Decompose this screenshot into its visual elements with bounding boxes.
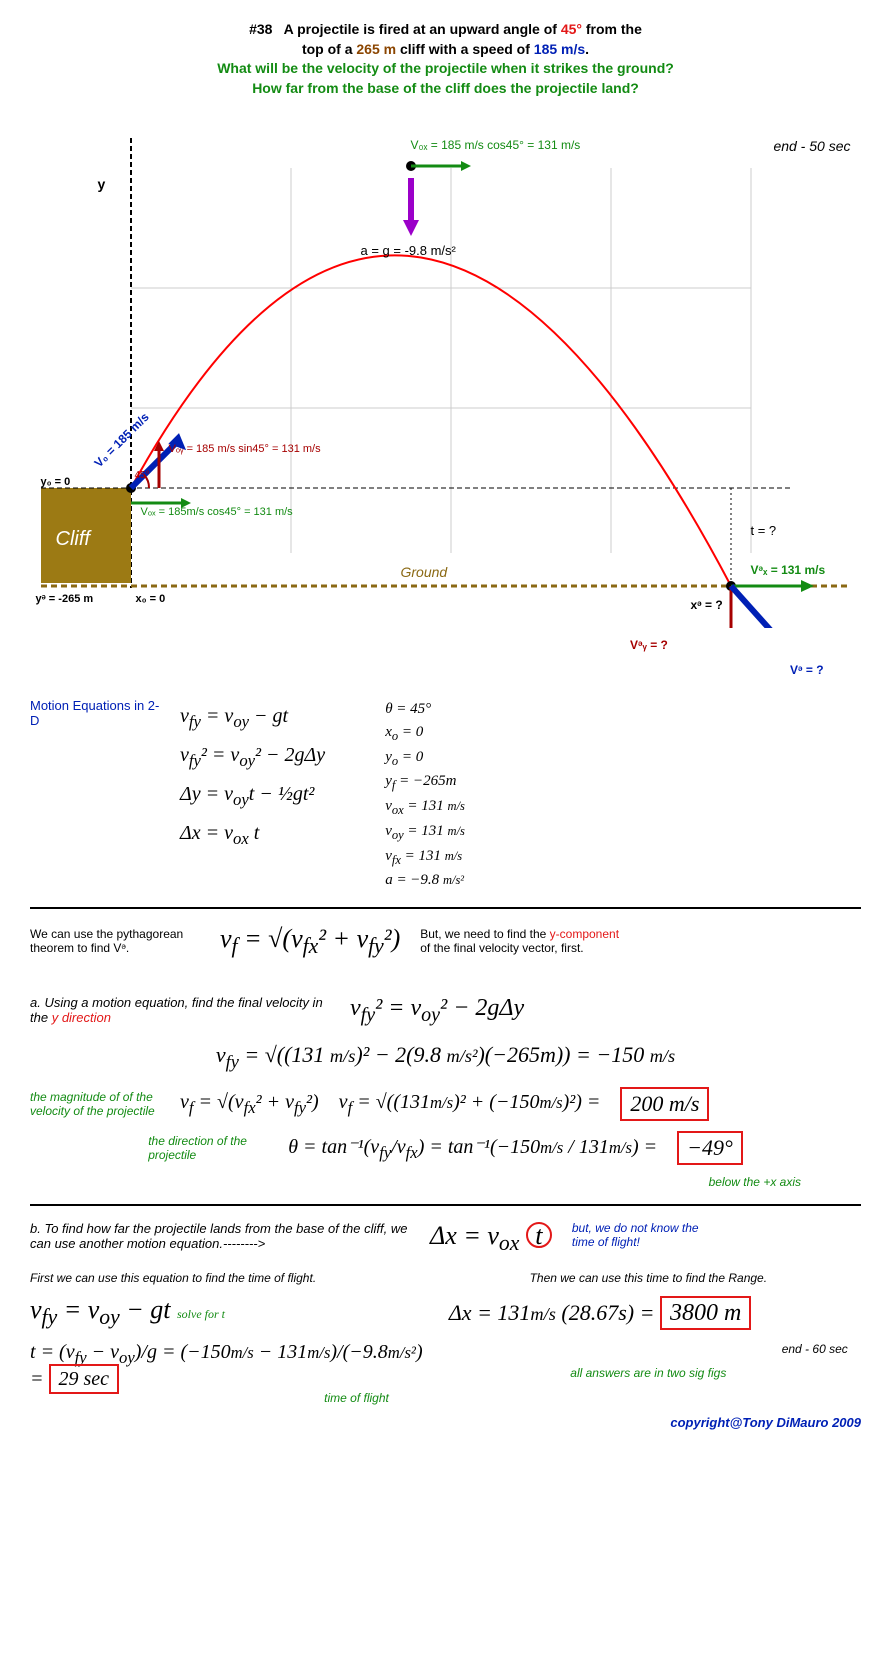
t-calc: t = (vfy − voy)/g = (−150m/s − 131m/s)/(… <box>30 1341 429 1391</box>
g8: a = −9.8 m/s² <box>385 869 465 892</box>
dir-label: the direction of the projectile <box>148 1134 268 1162</box>
t2b: cliff with a speed of <box>400 41 530 57</box>
pyth-right: But, we need to find the y-component of … <box>420 927 620 955</box>
givens: θ = 45° xo = 0 yo = 0 yf = −265m vox = 1… <box>385 698 465 892</box>
cliff-h: 265 m <box>356 41 396 57</box>
g5: vox = 131 m/s <box>385 795 465 820</box>
speed: 185 m/s <box>534 41 585 57</box>
t2a: top of a <box>302 41 353 57</box>
first-note: First we can use this equation to find t… <box>30 1271 429 1285</box>
t1b: from the <box>586 21 642 37</box>
xf: xᵊ = ? <box>691 598 723 612</box>
q2: How far from the base of the cliff does … <box>252 80 639 96</box>
vox-top: V₀ₓ = 185 m/s cos45° = 131 m/s <box>411 138 581 152</box>
pyth-eq: vf = √(vfx² + vfy²) <box>220 924 400 959</box>
q1: What will be the velocity of the project… <box>217 60 674 76</box>
voy: Vₒᵧ = 185 m/s sin45° = 131 m/s <box>169 443 321 455</box>
g6: voy = 131 m/s <box>385 820 465 845</box>
g2: xo = 0 <box>385 721 465 746</box>
range-answer: 3800 m <box>660 1296 751 1330</box>
vfx: Vᵊₓ = 131 m/s <box>751 563 826 577</box>
dir-answer: −49° <box>677 1131 743 1165</box>
t-q: t = ? <box>751 523 777 538</box>
motion-equations: vfy = voy − gt vfy² = voy² − 2gΔy Δy = v… <box>180 698 325 854</box>
accel: a = g = -9.8 m/s² <box>361 243 456 258</box>
part-a-calc: vfy = √((131 m/s)² − 2(9.8 m/s²)(−265m))… <box>30 1042 861 1072</box>
angle: 45° <box>561 21 582 37</box>
motion-eq-label: Motion Equations in 2-D <box>30 698 160 728</box>
vfy-eq: vfy = voy − gt solve for t <box>30 1295 429 1330</box>
dir-eq: θ = tan⁻¹(vfy/vfx) = tan⁻¹(−150m/s / 131… <box>288 1134 657 1163</box>
y-axis: y <box>98 176 106 192</box>
vox-bot: Vₒₓ = 185m/s cos45° = 131 m/s <box>141 506 293 518</box>
then-note: Then we can use this time to find the Ra… <box>449 1271 848 1285</box>
mag-label: the magnitude of of the velocity of the … <box>30 1090 160 1118</box>
x0: x₀ = 0 <box>136 593 166 605</box>
t1: A projectile is fired at an upward angle… <box>284 21 557 37</box>
part-a-intro: a. Using a motion equation, find the fin… <box>30 995 330 1025</box>
trajectory-diagram: end - 50 sec V₀ₓ = 185 m/s cos45° = 131 … <box>31 108 861 628</box>
part-a-eq1: vfy² = voy² − 2gΔy <box>350 995 524 1027</box>
end60: end - 60 sec <box>449 1342 848 1356</box>
pyth-left: We can use the pythagorean theorem to fi… <box>30 927 200 955</box>
angle45: 45° <box>135 470 150 481</box>
mag-eq1: vf = √(vfx² + vfy²) <box>180 1091 319 1118</box>
y0: y₀ = 0 <box>41 476 71 488</box>
ground: Ground <box>401 564 448 580</box>
copyright: copyright@Tony DiMauro 2009 <box>30 1415 861 1430</box>
diagram-svg <box>31 108 861 628</box>
vf: Vᵊ = ? <box>790 663 824 677</box>
range-calc: Δx = 131m/s (28.67s) = 3800 m <box>449 1300 848 1327</box>
eq2: vfy² = voy² − 2gΔy <box>180 737 325 776</box>
sigfig: all answers are in two sig figs <box>449 1366 848 1380</box>
part-b-intro: b. To find how far the projectile lands … <box>30 1221 410 1251</box>
end50: end - 50 sec <box>773 138 850 154</box>
eq1: vfy = voy − gt <box>180 698 325 737</box>
g1: θ = 45° <box>385 698 465 721</box>
g7: vfx = 131 m/s <box>385 845 465 870</box>
but-note: but, we do not know the time of flight! <box>572 1221 712 1249</box>
cliff-label: Cliff <box>56 528 90 551</box>
yf: yᵊ = -265 m <box>36 593 94 605</box>
dx-eq: Δx = vox t <box>430 1221 552 1256</box>
mag-answer: 200 m/s <box>620 1087 709 1121</box>
eq4: Δx = vox t <box>180 815 325 854</box>
problem-title: #38 A projectile is fired at an upward a… <box>30 20 861 98</box>
problem-number: #38 <box>249 21 272 37</box>
vfy: Vᵊᵧ = ? <box>630 638 668 652</box>
g3: yo = 0 <box>385 746 465 771</box>
mag-eq2: vf = √((131m/s)² + (−150m/s)²) = <box>339 1091 601 1118</box>
eq3: Δy = voyt − ½gt² <box>180 776 325 815</box>
below-x: below the +x axis <box>30 1175 801 1189</box>
g4: yf = −265m <box>385 770 465 795</box>
t-answer: 29 sec <box>49 1364 120 1394</box>
